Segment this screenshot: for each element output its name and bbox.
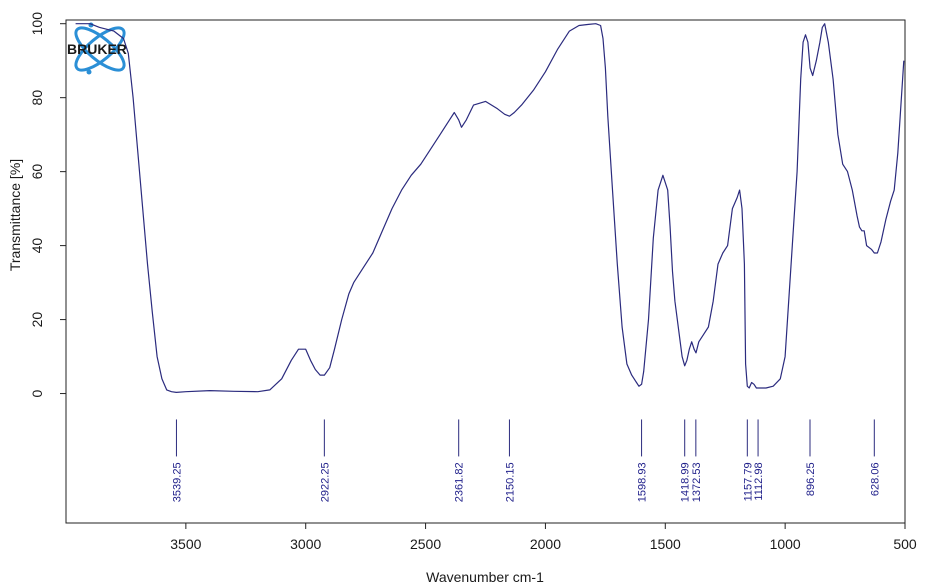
peak-label: 1418.99 <box>680 462 692 502</box>
y-tick-label: 40 <box>29 238 45 254</box>
logo-orbit-b <box>74 26 126 72</box>
logo-dot-bottom <box>86 69 92 75</box>
peak-label: 1157.79 <box>742 462 754 501</box>
plot-frame <box>65 19 906 524</box>
y-tick-label: 0 <box>29 389 45 397</box>
x-tick-label: 1500 <box>650 536 681 552</box>
peak-label: 3539.25 <box>171 462 183 502</box>
peak-label: 2150.15 <box>504 462 516 502</box>
x-tick-label: 500 <box>893 536 917 552</box>
y-axis-label: Transmittance [%] <box>7 159 23 271</box>
x-tick-label: 1000 <box>770 536 801 552</box>
x-tick-label: 2000 <box>530 536 561 552</box>
peak-label: 628.06 <box>869 462 881 496</box>
logo-orbit-a <box>74 26 126 72</box>
logo-text: BRUKER <box>67 41 127 57</box>
y-tick-label: 100 <box>29 12 45 36</box>
peak-label: 1598.93 <box>637 462 649 502</box>
spectrum-line <box>75 23 905 393</box>
y-tick-label: 20 <box>29 312 45 328</box>
plot-area: 3500 3000 2500 2000 1500 1000 500 0 20 40 60 80 100 3… <box>29 12 917 552</box>
peak-label: 2922.25 <box>319 462 331 502</box>
x-axis-label: Wavenumber cm-1 <box>426 569 544 585</box>
y-tick-label: 60 <box>29 164 45 180</box>
peak-label: 896.25 <box>805 462 817 496</box>
x-tick-label: 2500 <box>410 536 441 552</box>
bruker-logo: BRUKER <box>67 22 127 75</box>
y-tick-label: 80 <box>29 90 45 106</box>
peak-label: 1112.98 <box>753 462 765 500</box>
peak-label: 2361.82 <box>454 462 466 502</box>
x-tick-label: 3000 <box>290 536 321 552</box>
x-tick-label: 3500 <box>170 536 201 552</box>
peak-label: 1372.53 <box>691 462 703 502</box>
